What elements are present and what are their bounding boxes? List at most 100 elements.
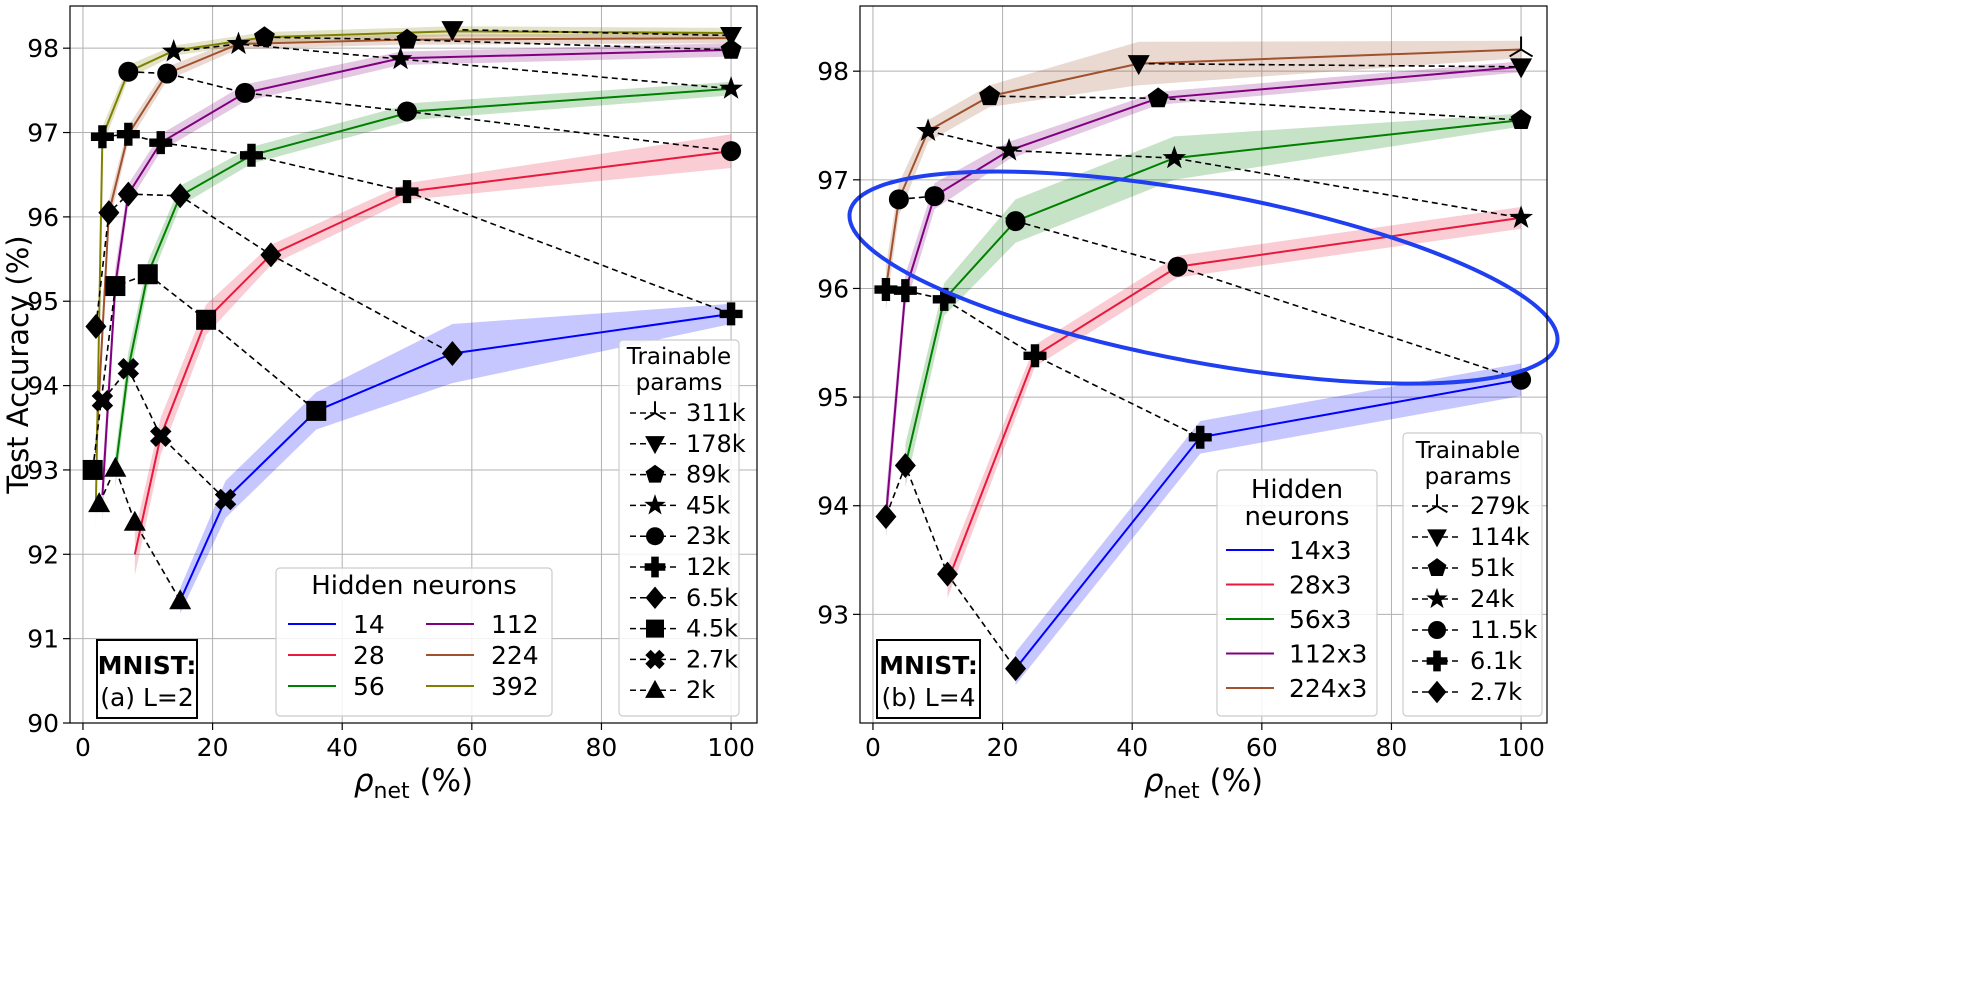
marker-2.7k: [936, 561, 958, 587]
legend-label-28: 28: [353, 641, 385, 670]
marker-89k-shape: [720, 38, 742, 59]
legend-param-label: 11.5k: [1470, 616, 1537, 644]
x-tick-label: 80: [1376, 733, 1408, 762]
marker-6.5k: [117, 181, 139, 207]
highlight-ellipse: [847, 169, 1560, 386]
marker-24k: [1162, 145, 1187, 169]
marker-114k: [1127, 55, 1150, 76]
y-tick-label: 94: [817, 492, 849, 521]
x-tick-label: 100: [1497, 733, 1545, 762]
marker-23k-shape: [397, 101, 418, 122]
marker-23k-shape: [118, 61, 139, 82]
marker-45k-shape: [161, 39, 186, 62]
legend-label-56x3: 56x3: [1289, 605, 1352, 634]
marker-45k: [226, 31, 251, 55]
marker-23k: [721, 141, 742, 162]
panel-label-line2: (b) L=4: [881, 683, 975, 712]
legend-marker-12k-shape: [644, 556, 666, 578]
marker-2.7k: [894, 453, 916, 479]
marker-45k-shape: [719, 76, 743, 99]
marker-11.5k-shape: [1005, 211, 1026, 232]
marker-2.7k: [875, 504, 897, 530]
legend-label-56: 56: [353, 672, 385, 701]
legend-marker-178k-shape: [645, 436, 665, 455]
marker-4.5k: [196, 309, 217, 330]
x-tick-label: 40: [326, 733, 358, 762]
marker-11.5k-shape: [924, 186, 945, 207]
legend-param-label: 45k: [686, 491, 731, 519]
legend-label-112x3: 112x3: [1289, 640, 1367, 669]
marker-6.1k-shape: [893, 279, 917, 303]
marker-24k: [916, 118, 940, 142]
legend-params-title-2: params: [1425, 464, 1512, 490]
marker-11.5k: [924, 186, 945, 207]
marker-4.5k: [306, 400, 327, 421]
marker-6.1k-shape: [1023, 344, 1047, 368]
plot-area: [82, 21, 743, 614]
marker-23k: [234, 82, 255, 103]
marker-11.5k: [888, 189, 909, 210]
marker-6.1k: [1188, 425, 1212, 449]
marker-2k: [169, 589, 192, 610]
x-tick-label: 0: [75, 733, 91, 762]
x-axis-label: ρnet (%): [1144, 763, 1263, 804]
legend-params-title: Trainable: [1415, 438, 1520, 464]
y-tick-label: 93: [817, 600, 849, 629]
marker-12k: [239, 143, 263, 167]
marker-45k: [719, 76, 743, 99]
legend-marker-24k-shape: [1426, 587, 1448, 609]
legend-hidden-neurons-title-2: neurons: [1244, 502, 1349, 532]
legend-marker-2k: [645, 679, 665, 698]
legend-marker-51k-shape: [1427, 558, 1447, 577]
marker-45k-shape: [388, 46, 413, 70]
param-line-2k: [98, 466, 181, 602]
legend-marker-23k: [646, 527, 664, 546]
param-line-2.7k: [885, 463, 1017, 670]
marker-24k: [1509, 205, 1533, 228]
y-tick-label: 98: [817, 57, 849, 86]
marker-2.7k-shape: [149, 425, 172, 447]
marker-6.1k-shape: [932, 287, 956, 311]
legend-marker-45k: [644, 494, 666, 515]
marker-6.1k: [1023, 344, 1047, 368]
marker-45k: [161, 39, 186, 62]
marker-2k: [104, 456, 127, 477]
legend-hidden-neurons-title: Hidden neurons: [311, 571, 517, 601]
marker-6.5k: [98, 200, 120, 226]
y-tick-label: 90: [27, 709, 59, 738]
marker-4.5k: [82, 459, 103, 480]
marker-6.5k-shape: [117, 181, 139, 207]
legend-param-label: 89k: [686, 461, 731, 489]
marker-12k: [395, 180, 419, 204]
legend-marker-11.5k: [1428, 621, 1446, 639]
legend-marker-45k-shape: [644, 494, 666, 515]
y-tick-label: 98: [27, 34, 59, 63]
legend-marker-114k: [1427, 529, 1447, 548]
panel-label-line1: MNIST:: [98, 651, 197, 680]
legend-marker-311k: [644, 401, 666, 421]
marker-11.5k: [1167, 256, 1188, 277]
marker-12k-shape: [90, 125, 114, 149]
marker-12k-shape: [149, 131, 173, 155]
marker-12k-shape: [719, 302, 743, 326]
marker-89k: [720, 38, 742, 59]
marker-6.1k: [932, 287, 956, 311]
legend-marker-114k-shape: [1427, 529, 1447, 548]
x-tick-label: 20: [197, 733, 229, 762]
marker-2.7k: [91, 390, 114, 412]
marker-11.5k-shape: [1167, 256, 1188, 277]
marker-6.5k: [169, 183, 191, 209]
legend-marker-51k: [1427, 558, 1447, 577]
legend-marker-11.5k-shape: [1428, 621, 1446, 639]
y-tick-label: 97: [27, 119, 59, 148]
legend-marker-12k: [644, 556, 666, 578]
marker-51k: [1510, 109, 1532, 129]
legend-marker-279k-shape: [1426, 494, 1448, 514]
legend-marker-24k: [1426, 587, 1448, 609]
marker-24k-shape: [997, 137, 1021, 161]
marker-89k-shape: [253, 26, 275, 47]
legend-param-label: 2.7k: [686, 645, 738, 673]
marker-89k: [396, 28, 418, 49]
marker-6.5k: [260, 242, 282, 268]
